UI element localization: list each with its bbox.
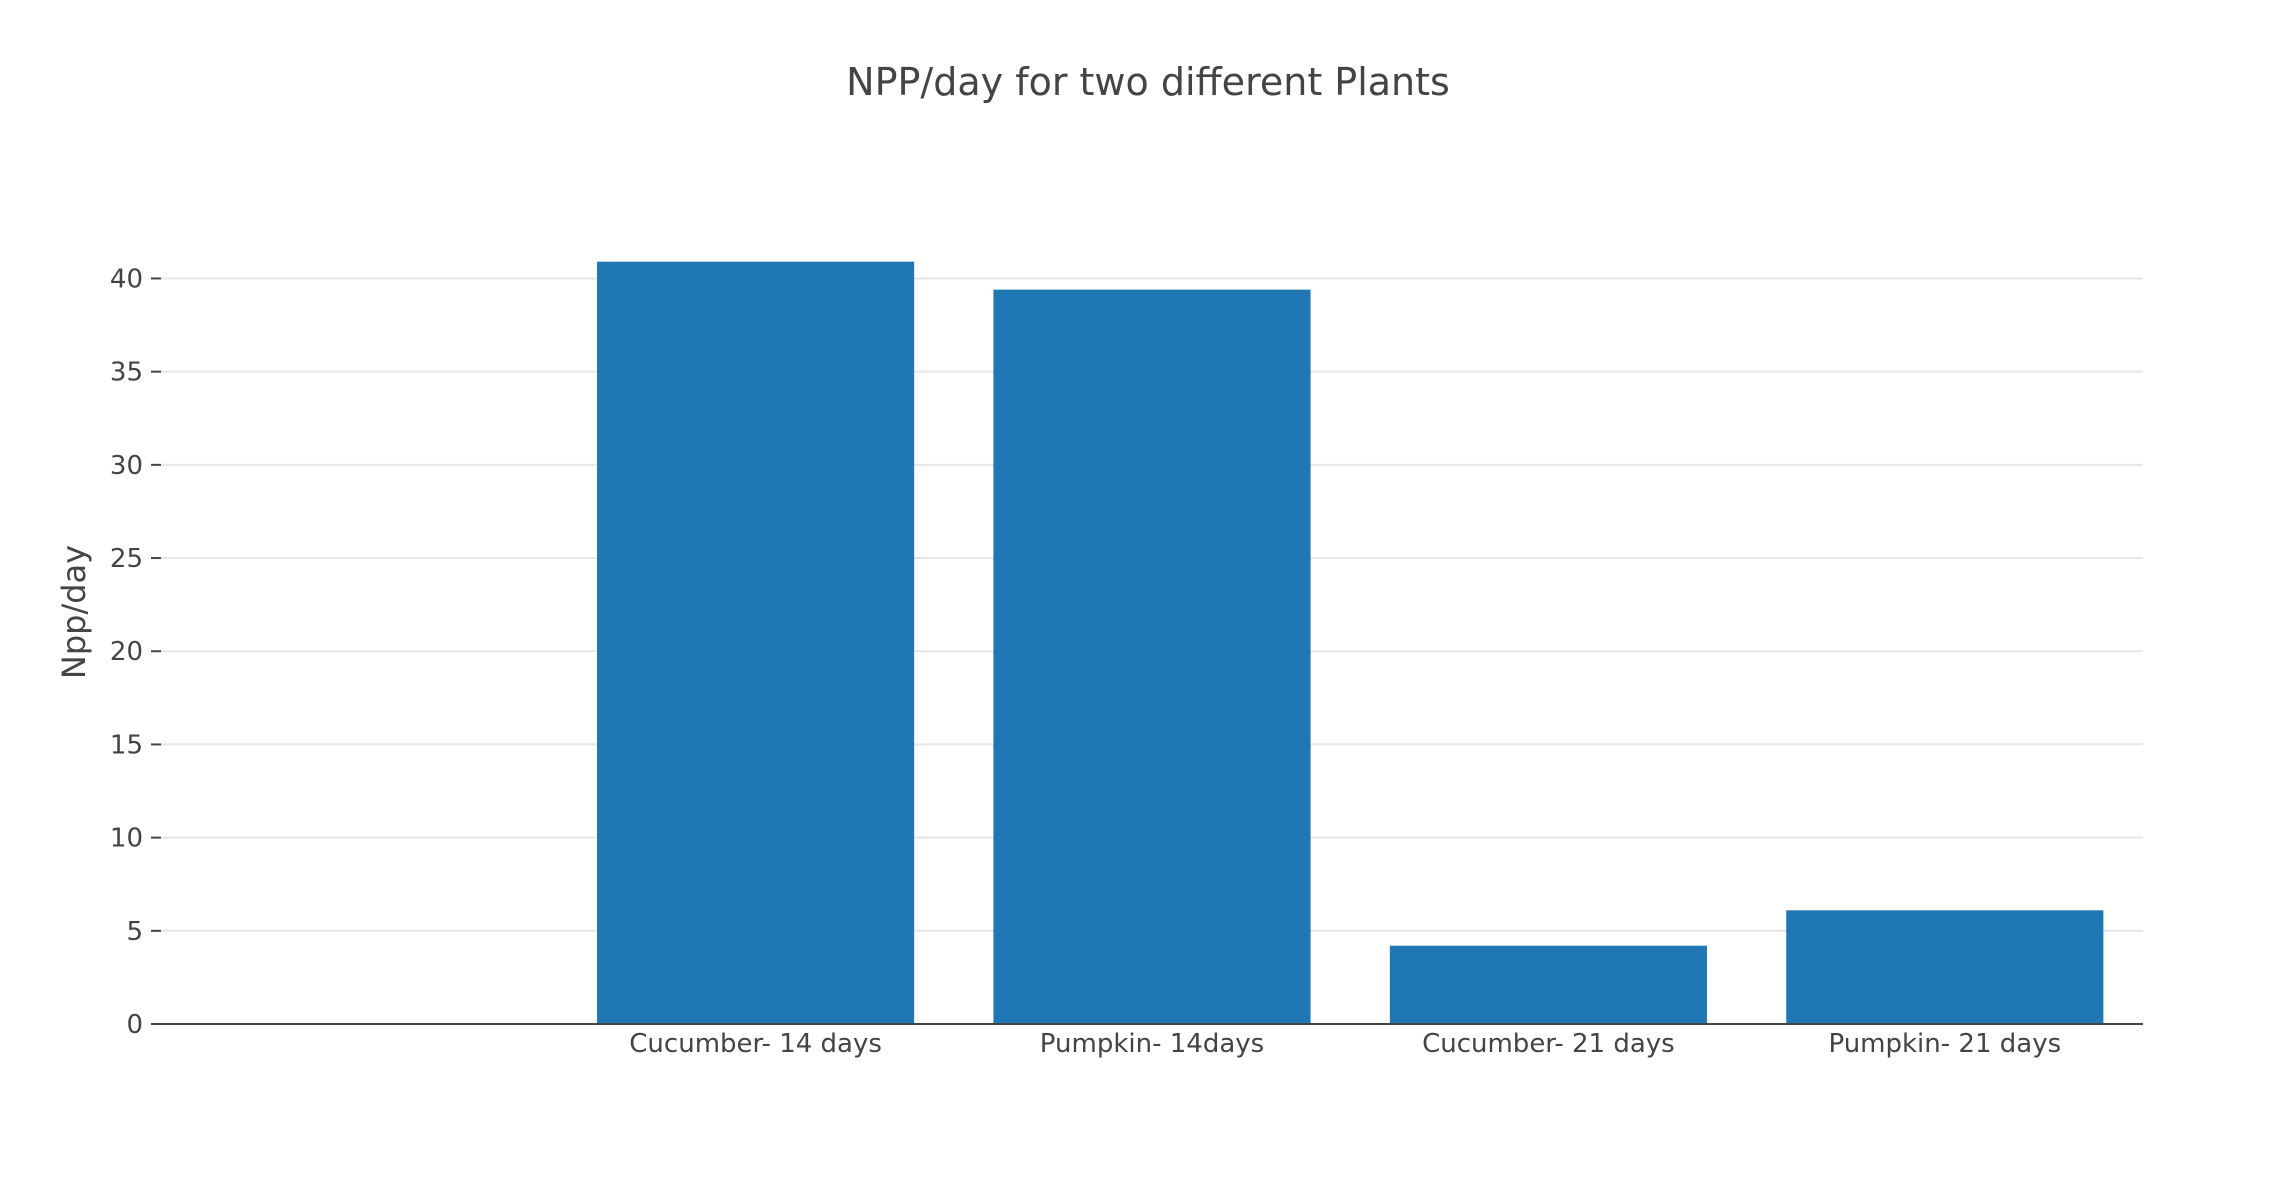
y-tick-label: 10 [110, 824, 143, 854]
x-tick-label: Pumpkin- 21 days [1828, 1029, 2061, 1059]
y-axis-title: Npp/day [55, 544, 93, 680]
x-tick-label: Cucumber- 21 days [1422, 1029, 1675, 1059]
x-tick-label: Cucumber- 14 days [629, 1029, 882, 1059]
bars [597, 261, 2104, 1025]
y-tick-label: 35 [110, 358, 143, 388]
bar [1786, 910, 2104, 1024]
y-tick-label: 25 [110, 544, 143, 574]
bar [993, 289, 1311, 1024]
y-tick-label: 30 [110, 451, 143, 481]
axes [151, 277, 2143, 1025]
y-tick-label: 40 [110, 264, 143, 294]
tick-labels: 0 5 10 15 20 25 30 35 40 Cucumber- 14 days Pumpkin… [110, 264, 2061, 1059]
y-tick-label: 20 [110, 637, 143, 667]
y-tick-label: 5 [126, 917, 143, 947]
bar [597, 261, 915, 1025]
chart-title: NPP/day for two different Plants [846, 60, 1450, 104]
x-tick-label: Pumpkin- 14days [1040, 1029, 1264, 1059]
y-tick-label: 0 [126, 1010, 143, 1040]
y-tick-label: 15 [110, 730, 143, 760]
bar [1389, 945, 1707, 1024]
